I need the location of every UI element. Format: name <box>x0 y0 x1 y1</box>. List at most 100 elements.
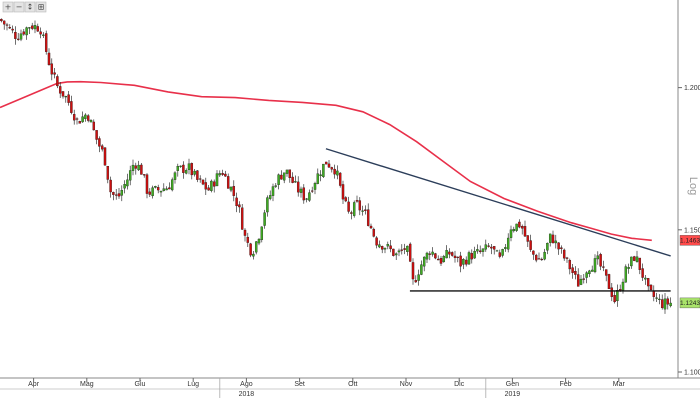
candle <box>142 174 146 178</box>
candle <box>263 209 266 229</box>
candle <box>61 91 65 99</box>
candle <box>537 252 541 260</box>
candle <box>582 273 586 284</box>
x-tick-label: Ott <box>348 381 357 388</box>
candle <box>658 294 661 305</box>
candle <box>86 114 90 123</box>
candle <box>361 205 364 216</box>
candle <box>403 243 406 255</box>
candle <box>296 176 300 197</box>
candle <box>523 220 527 237</box>
reset-zoom-button[interactable]: ↕ <box>24 1 36 13</box>
log-scale-label[interactable]: Log <box>687 177 699 195</box>
candle <box>487 242 490 248</box>
zoom-out-button[interactable]: − <box>13 1 25 13</box>
candle <box>596 251 600 265</box>
candle <box>450 251 454 257</box>
x-tick-label: Ago <box>240 381 253 388</box>
candle <box>389 240 392 253</box>
candle <box>330 166 334 173</box>
candle <box>394 252 398 260</box>
candle <box>470 249 474 264</box>
candle <box>411 258 415 285</box>
candle <box>305 198 308 203</box>
candle <box>428 251 432 261</box>
candle <box>635 250 639 263</box>
candle <box>532 250 535 260</box>
year-label: 2019 <box>505 391 521 398</box>
x-tick-label: Nov <box>400 381 413 388</box>
candle <box>434 252 437 260</box>
candle <box>366 203 370 227</box>
reset-zoom-button-icon: ↕ <box>27 3 34 12</box>
candle <box>221 169 224 177</box>
candle <box>229 186 233 193</box>
x-tick-label: Lug <box>187 381 199 388</box>
candle <box>478 245 482 254</box>
candle <box>378 240 381 249</box>
candle <box>277 173 280 190</box>
candle <box>173 171 177 184</box>
candle <box>190 162 194 180</box>
x-tick-label: Dic <box>454 381 465 388</box>
candle <box>285 169 289 177</box>
candle <box>551 230 555 244</box>
candle <box>58 82 62 98</box>
candle <box>543 248 546 261</box>
candle <box>240 203 244 230</box>
candle <box>25 26 28 40</box>
candle <box>257 238 261 246</box>
candle <box>114 188 118 200</box>
candle <box>604 269 608 282</box>
candle <box>644 274 647 285</box>
candle <box>11 25 14 34</box>
candle <box>607 273 611 290</box>
candle <box>355 195 359 203</box>
zoom-in-button[interactable]: + <box>2 1 14 13</box>
candle <box>282 172 286 184</box>
candle <box>103 147 107 166</box>
trendline[interactable] <box>325 148 671 257</box>
candle <box>599 252 602 271</box>
candle <box>187 158 191 175</box>
candle <box>529 234 532 252</box>
candle <box>266 195 269 217</box>
candle <box>459 251 462 273</box>
candle <box>400 244 404 255</box>
candle <box>288 169 292 183</box>
y-tick-label: 1.1000 <box>684 370 700 377</box>
candle <box>268 190 272 201</box>
candle <box>302 184 306 204</box>
candle <box>109 176 112 198</box>
candle <box>212 179 216 193</box>
candle <box>299 186 303 198</box>
candle <box>140 162 143 175</box>
candle <box>417 269 420 286</box>
candle <box>128 165 132 186</box>
candle <box>358 197 362 216</box>
candle <box>383 247 387 254</box>
candle <box>184 168 188 175</box>
candle <box>159 190 163 197</box>
x-tick-label: Mag <box>80 381 94 388</box>
candle <box>369 223 373 229</box>
candle <box>170 177 174 192</box>
candle <box>44 30 48 55</box>
candle <box>490 244 493 255</box>
candle <box>201 179 205 186</box>
y-tick-label: 1.1500 <box>684 227 700 234</box>
candle <box>462 258 465 270</box>
crosshair-button[interactable]: ⊞ <box>35 1 47 13</box>
candle <box>436 255 440 261</box>
candle <box>319 170 322 182</box>
price-tags: 1.1463 1.1243 <box>679 235 700 309</box>
candle <box>232 180 236 202</box>
candle <box>641 263 644 282</box>
candle <box>165 186 168 191</box>
candle <box>291 172 294 184</box>
candles-layer <box>0 18 672 314</box>
candle <box>467 250 471 266</box>
candle <box>313 181 317 195</box>
